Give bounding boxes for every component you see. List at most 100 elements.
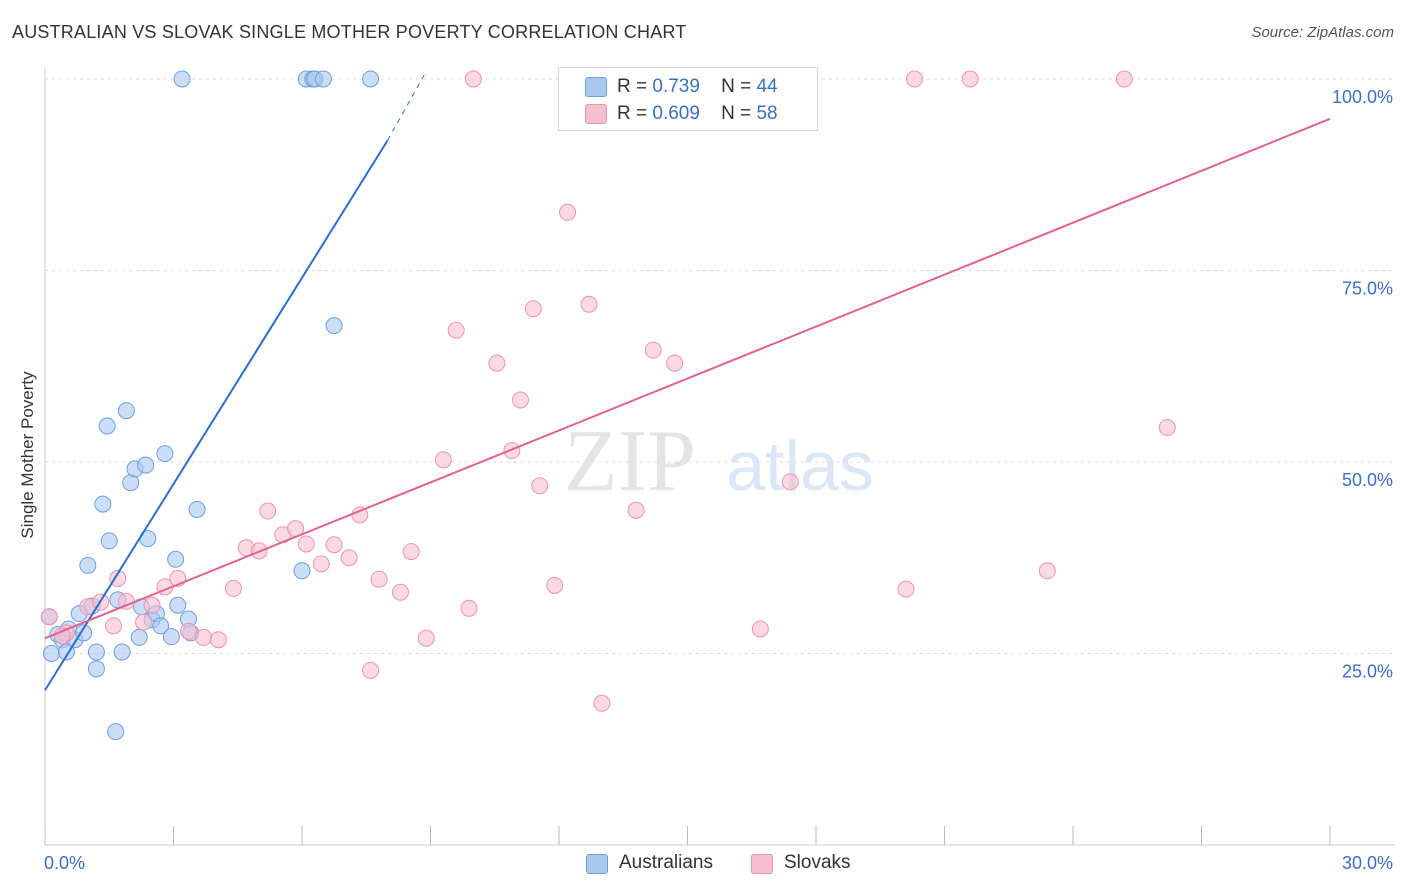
trend-lines [44, 71, 1331, 691]
x-tick-label: 0.0% [44, 853, 85, 873]
australians-point [314, 70, 332, 88]
australians-point [100, 532, 118, 550]
slovaks-point [627, 501, 645, 519]
slovaks-n-value: 58 [756, 103, 778, 124]
slovaks-point [1038, 562, 1056, 580]
slovaks-point [209, 631, 227, 649]
slovaks-legend-swatch [751, 854, 773, 874]
slovaks-point [392, 583, 410, 601]
australians-trend-extension [387, 71, 427, 141]
australians-swatch [585, 77, 607, 97]
australians-point [107, 723, 125, 741]
slovaks-point [447, 321, 465, 339]
slovaks-point [297, 535, 315, 553]
slovaks-point [524, 300, 542, 318]
australians-point [362, 70, 380, 88]
australians-point [169, 596, 187, 614]
australians-legend-swatch [586, 854, 608, 874]
slovaks-point [402, 543, 420, 561]
australians-point [98, 417, 116, 435]
australians-point [137, 456, 155, 474]
slovaks-r-value: 0.609 [652, 103, 700, 124]
x-tick-label: 30.0% [1342, 853, 1393, 873]
slovaks-point [370, 570, 388, 588]
watermark-atlas: atlas [726, 427, 874, 505]
slovaks-point [179, 622, 197, 640]
y-tick-label: 50.0% [1342, 470, 1393, 490]
slovaks-point [906, 70, 924, 88]
slovaks-trend-line [44, 117, 1331, 640]
slovaks-point [460, 599, 478, 617]
axes [44, 68, 1395, 846]
australians-point [167, 550, 185, 568]
australians-r-value: 0.739 [652, 76, 700, 97]
slovaks-point [40, 608, 58, 626]
n-label: N = [721, 76, 752, 97]
slovaks-point [325, 536, 343, 554]
slovaks-point [531, 477, 549, 495]
r-label: R = [617, 76, 648, 97]
slovaks-point [143, 596, 161, 614]
australians-point [162, 628, 180, 646]
australians-trend-line [44, 139, 389, 691]
slovaks-point [105, 617, 123, 635]
slovaks-point [464, 70, 482, 88]
australians-point [79, 556, 97, 574]
slovaks-point [897, 580, 915, 598]
tick-labels: 25.0% 50.0% 75.0% 100.0% 0.0% 30.0% [44, 87, 1393, 873]
slovaks-swatch [585, 104, 607, 124]
slovaks-point [644, 341, 662, 359]
slovaks-points [40, 70, 1176, 712]
australians-point [42, 645, 60, 662]
australians-point [188, 500, 206, 518]
slovaks-point [135, 613, 153, 631]
slovaks-point [1115, 70, 1133, 88]
y-tick-label: 100.0% [1332, 87, 1393, 107]
legend-australians-text: R = 0.739 N = 44 [617, 76, 778, 98]
australians-points [40, 70, 380, 741]
slovaks-point [666, 354, 684, 372]
legend-slovaks-text: R = 0.609 N = 58 [617, 103, 778, 125]
australians-point [156, 445, 174, 463]
watermark-zip: ZIP [564, 413, 696, 510]
australians-point [117, 402, 135, 420]
australians-point [130, 628, 148, 646]
australians-point [87, 660, 105, 678]
slovaks-point [546, 576, 564, 594]
australians-point [87, 643, 105, 661]
correlation-legend: R = 0.739 N = 44 R = 0.609 N = 58 [558, 67, 818, 131]
slovaks-point [511, 391, 529, 409]
slovaks-point [751, 620, 769, 638]
slovaks-point [224, 579, 242, 597]
slovaks-point [194, 628, 212, 646]
australians-point [94, 495, 112, 513]
slovaks-point [109, 569, 127, 587]
australians-point [293, 562, 311, 580]
y-tick-label: 75.0% [1342, 279, 1393, 299]
australians-legend-label: Australians [619, 852, 713, 873]
australians-point [152, 617, 170, 635]
australians-point [113, 643, 131, 661]
australians-n-value: 44 [756, 76, 778, 97]
r-label: R = [617, 103, 648, 124]
slovaks-point [312, 555, 330, 573]
slovaks-point [340, 549, 358, 567]
y-axis-label: Single Mother Poverty [18, 371, 37, 539]
australians-point [75, 624, 93, 642]
slovaks-point [488, 354, 506, 372]
slovaks-legend-label: Slovaks [784, 852, 851, 873]
slovaks-point [259, 502, 277, 520]
slovaks-point [961, 70, 979, 88]
source-credit: Source: ZipAtlas.com [1251, 24, 1394, 41]
australians-point [173, 70, 191, 88]
chart-title: AUSTRALIAN VS SLOVAK SINGLE MOTHER POVER… [12, 22, 687, 42]
slovaks-point [559, 203, 577, 221]
slovaks-point [781, 473, 799, 491]
slovaks-point [580, 295, 598, 313]
australians-point [325, 317, 343, 335]
slovaks-point [434, 451, 452, 469]
slovaks-point [362, 661, 380, 679]
slovaks-point [593, 694, 611, 712]
slovaks-point [1158, 419, 1176, 437]
